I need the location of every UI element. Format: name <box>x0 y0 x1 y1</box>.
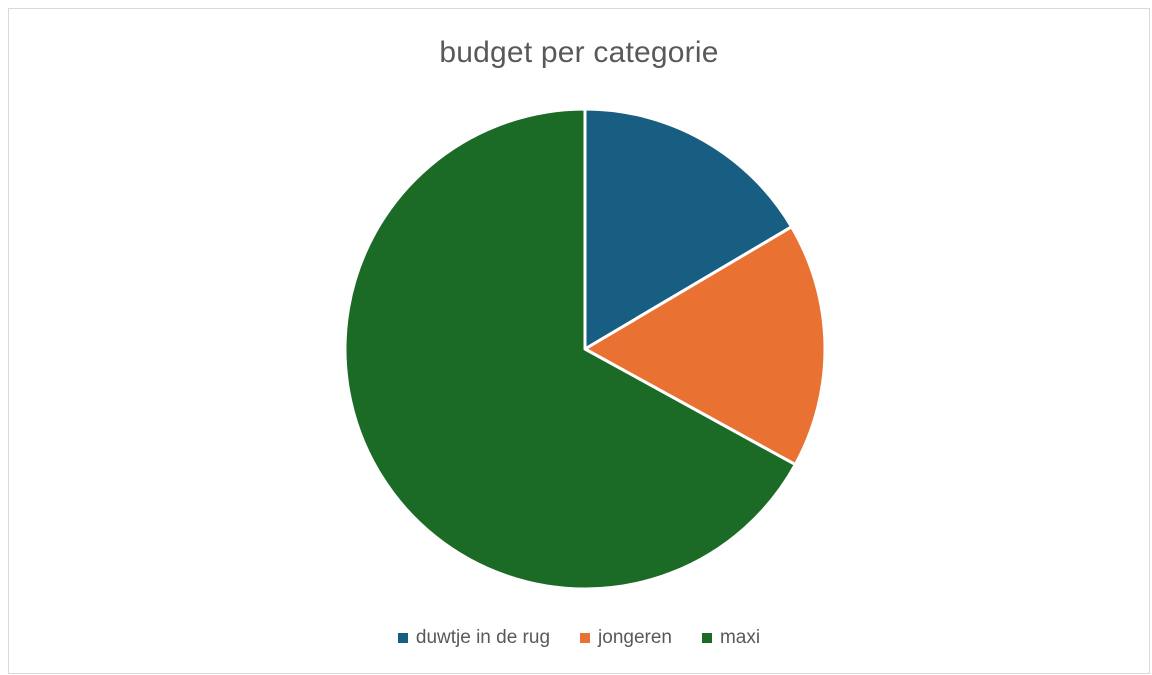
legend-swatch <box>397 633 408 643</box>
legend-item-maxi: maxi <box>701 627 761 649</box>
chart-title: budget per categorie <box>439 36 719 69</box>
pie-slice-duwtje-in-de-rug <box>583 107 794 351</box>
legend-swatch <box>580 633 591 643</box>
chart-container: budget per categorie duwtje in de rug jo… <box>8 8 1150 674</box>
legend-label: jongeren <box>598 627 672 648</box>
pie-slice-maxi <box>343 107 797 591</box>
legend-label: maxi <box>719 627 761 648</box>
legend-label: duwtje in de rug <box>415 627 551 648</box>
legend-swatch <box>701 633 712 643</box>
pie-chart <box>343 107 827 591</box>
legend-item-jongeren: jongeren <box>580 627 672 649</box>
chart-legend: duwtje in de rug jongeren maxi <box>9 627 1149 649</box>
legend-item-duwtje: duwtje in de rug <box>397 627 551 649</box>
pie-slice-jongeren <box>583 225 827 467</box>
